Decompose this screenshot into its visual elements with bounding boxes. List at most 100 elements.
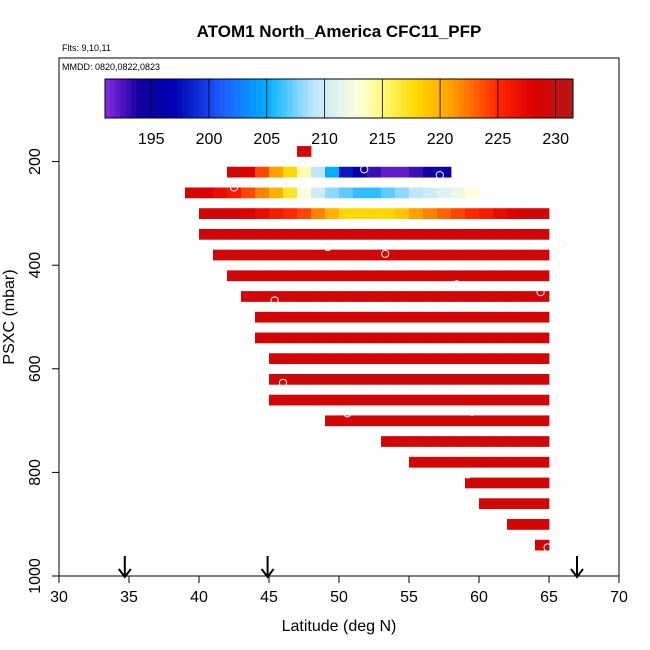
- heatmap-cell: [325, 187, 340, 199]
- heatmap-cell: [381, 436, 396, 447]
- colorbar-segment: [437, 79, 444, 118]
- heatmap-cell: [283, 311, 298, 323]
- observation-point: [343, 409, 352, 418]
- x-tick-label: 40: [190, 589, 208, 606]
- x-tick-label: 55: [400, 589, 418, 606]
- colorbar-tick-label: 225: [485, 131, 512, 148]
- colorbar-segment: [110, 79, 116, 118]
- heatmap-cell: [297, 332, 312, 344]
- observation-point: [522, 240, 531, 249]
- heatmap-cell: [409, 228, 424, 240]
- heatmap-cell: [437, 311, 452, 323]
- colorbar-segment: [266, 79, 272, 118]
- observation-point: [278, 378, 288, 387]
- heatmap-cell: [507, 208, 522, 219]
- colorbar-segment: [136, 79, 142, 118]
- heatmap-cell: [465, 353, 480, 365]
- heatmap-cell: [353, 291, 368, 302]
- x-axis: 30 35 40 45 50 55 60 65 70: [50, 576, 628, 606]
- heatmap-cell: [535, 539, 550, 551]
- heatmap-cell: [241, 187, 256, 199]
- colorbar-segment: [380, 79, 387, 118]
- heatmap-cell: [493, 353, 508, 365]
- heatmap-cell: [493, 415, 508, 427]
- heatmap-cell: [423, 291, 438, 302]
- heatmap-cell: [381, 311, 396, 323]
- y-tick-label: 1000: [27, 558, 44, 594]
- colorbar-segment: [536, 79, 543, 118]
- heatmap-cell: [367, 208, 382, 219]
- y-tick-label: 200: [27, 148, 44, 175]
- heatmap-cell: [409, 353, 424, 365]
- colorbar-segment: [224, 79, 231, 118]
- heatmap-cell: [451, 291, 466, 302]
- heatmap-cell: [535, 519, 550, 530]
- observation-point: [180, 211, 190, 221]
- heatmap-cell: [325, 332, 340, 344]
- colorbar-segment: [318, 79, 324, 118]
- heatmap-cell: [437, 332, 452, 344]
- heatmap-cell: [353, 332, 368, 344]
- heatmap-cell: [423, 166, 438, 178]
- heatmap-cell: [269, 353, 284, 365]
- dates-label: MMDD: 0820,0822,0823: [62, 62, 160, 72]
- heatmap-cell: [465, 394, 480, 406]
- heatmap-cell: [185, 187, 200, 199]
- colorbar-segment: [552, 79, 558, 118]
- heatmap-cell: [395, 249, 410, 261]
- heatmap-cell: [507, 436, 522, 447]
- observation-point: [549, 458, 558, 468]
- heatmap-cell: [395, 332, 410, 344]
- heatmap-cell: [535, 270, 550, 282]
- heatmap-cell: [353, 166, 368, 178]
- heatmap-cell: [311, 291, 326, 302]
- colorbar-segment: [214, 79, 220, 118]
- heatmap-cell: [521, 456, 536, 468]
- heatmap-cell: [409, 436, 424, 447]
- heatmap-cell: [381, 187, 396, 199]
- heatmap-cell: [451, 249, 466, 261]
- heatmap-cell: [297, 146, 312, 157]
- colorbar-segment: [235, 79, 241, 118]
- heatmap-cell: [493, 456, 508, 468]
- heatmap-cell: [479, 208, 494, 219]
- heatmap-cell: [437, 270, 452, 282]
- heatmap-cell: [409, 249, 424, 261]
- heatmap-cell: [311, 187, 326, 199]
- colorbar-tick-label: 220: [427, 131, 454, 148]
- heatmap-cell: [325, 270, 340, 282]
- heatmap-cell: [507, 373, 522, 385]
- heatmap-cell: [339, 228, 354, 240]
- y-axis-label: PSXC (mbar): [1, 269, 18, 364]
- heatmap-cell: [325, 373, 340, 385]
- heatmap-cell: [535, 311, 550, 323]
- heatmap-cell: [297, 249, 312, 261]
- heatmap-cell: [507, 291, 522, 302]
- heatmap-cell: [339, 249, 354, 261]
- colorbar-segment: [323, 79, 330, 118]
- colorbar-segment: [359, 79, 366, 118]
- heatmap-cell: [465, 436, 480, 447]
- x-tick-label: 45: [260, 589, 278, 606]
- colorbar-segment: [474, 79, 480, 118]
- colorbar-segment: [489, 79, 496, 118]
- heatmap-cell: [423, 456, 438, 468]
- heatmap-cell: [507, 415, 522, 427]
- heatmap-cell: [507, 498, 522, 510]
- colorbar-segment: [521, 79, 527, 118]
- heatmap-cell: [465, 311, 480, 323]
- heatmap-cell: [479, 498, 494, 510]
- heatmap-cell: [465, 187, 480, 199]
- heatmap-cell: [269, 311, 284, 323]
- heatmap-cell: [437, 187, 452, 199]
- heatmap-cell: [269, 332, 284, 344]
- heatmap-cell: [451, 436, 466, 447]
- heatmap-cell: [255, 291, 270, 302]
- heatmap-cell: [311, 353, 326, 365]
- heatmap-cell: [339, 208, 354, 219]
- heatmap-cell: [381, 373, 396, 385]
- heatmap-cell: [437, 291, 452, 302]
- colorbar-segment: [505, 79, 512, 118]
- heatmap-cell: [269, 394, 284, 406]
- colorbar-segment: [547, 79, 553, 118]
